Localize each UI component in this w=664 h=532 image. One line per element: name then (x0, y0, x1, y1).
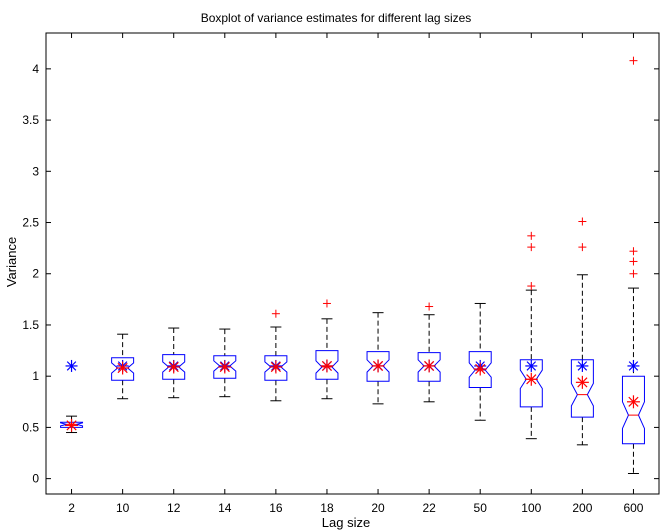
outlier-marker (629, 269, 638, 278)
reference-marker (576, 359, 589, 372)
plot-area: 0 0.5 1 1.5 2 2.5 3 3.5 4 2 10 12 14 16 18 20 22 50 100 200… (22, 32, 660, 515)
x-tick-label: 100 (521, 501, 541, 515)
mean-marker (422, 359, 436, 373)
mean-marker (320, 359, 334, 373)
mean-marker (371, 359, 385, 373)
y-tick-label: 1 (32, 369, 39, 383)
outlier-marker (527, 282, 536, 291)
mean-marker (269, 360, 283, 374)
mean-marker (626, 395, 640, 409)
notched-box (315, 350, 339, 380)
outlier-marker (527, 243, 536, 252)
notched-box (264, 355, 288, 381)
x-tick-label: 10 (116, 501, 130, 515)
mean-marker (473, 362, 487, 376)
notched-box (213, 355, 237, 379)
y-tick-label: 1.5 (22, 318, 39, 332)
mean-marker (167, 360, 181, 374)
y-tick-label: 2.5 (22, 216, 39, 230)
outlier-marker (322, 299, 331, 308)
y-tick-label: 3 (32, 164, 39, 178)
mean-marker (116, 361, 130, 375)
reference-marker (525, 359, 538, 372)
notched-box (570, 359, 594, 418)
x-tick-label: 20 (371, 501, 385, 515)
y-axis-label: Variance (4, 237, 19, 287)
x-tick-label: 22 (422, 501, 436, 515)
notched-box (162, 354, 186, 380)
x-tick-label: 16 (269, 501, 283, 515)
x-tick-label: 50 (474, 501, 488, 515)
outlier-marker (629, 247, 638, 256)
reference-marker (627, 359, 640, 372)
y-tick-label: 3.5 (22, 113, 39, 127)
outlier-marker (578, 243, 587, 252)
mean-marker (218, 360, 232, 374)
x-tick-label: 2 (68, 501, 75, 515)
x-tick-label: 18 (320, 501, 334, 515)
axes-frame (45, 32, 660, 495)
outlier-marker (425, 302, 434, 311)
y-tick-label: 2 (32, 267, 39, 281)
y-tick-label: 4 (32, 62, 39, 76)
chart-title: Boxplot of variance estimates for differ… (201, 11, 472, 25)
x-axis-label: Lag size (322, 515, 370, 530)
outlier-marker (578, 217, 587, 226)
notched-box (60, 421, 84, 428)
mean-marker (575, 375, 589, 389)
notched-box (519, 359, 543, 408)
notched-box (111, 357, 135, 381)
mean-marker (524, 372, 538, 386)
y-tick-label: 0.5 (22, 420, 39, 434)
x-tick-label: 200 (572, 501, 592, 515)
reference-marker (65, 359, 78, 372)
mean-marker (65, 418, 79, 432)
outlier-marker (271, 309, 280, 318)
notched-box (621, 375, 645, 445)
notched-box (366, 351, 390, 382)
x-tick-label: 14 (218, 501, 232, 515)
x-tick-label: 12 (167, 501, 181, 515)
outlier-marker (629, 257, 638, 266)
notched-box (468, 351, 492, 388)
y-tick-label: 0 (32, 472, 39, 486)
x-tick-label: 600 (623, 501, 643, 515)
notched-box (417, 352, 441, 382)
outlier-marker (527, 231, 536, 240)
outlier-marker (629, 56, 638, 65)
